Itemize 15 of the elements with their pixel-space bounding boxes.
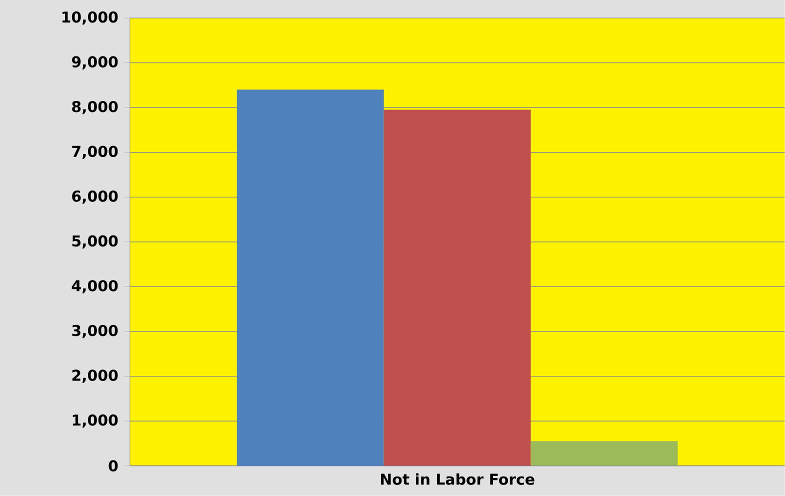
y-tick-label: 7,000 xyxy=(72,146,118,160)
y-tick-label: 10,000 xyxy=(62,11,118,25)
y-tick-label: 6,000 xyxy=(72,190,118,204)
y-tick-label: 5,000 xyxy=(72,235,118,249)
y-tick-label: 1,000 xyxy=(72,414,118,428)
y-tick-label: 0 xyxy=(108,460,118,472)
y-tick-label: 2,000 xyxy=(72,370,118,383)
y-tick-label: 4,000 xyxy=(72,280,118,294)
bar xyxy=(236,90,384,466)
y-tick-label: 9,000 xyxy=(72,56,118,70)
bar xyxy=(384,110,531,466)
x-tick-label: Not in Labor Force xyxy=(381,473,534,485)
bar xyxy=(530,441,678,466)
y-tick-label: 3,000 xyxy=(72,324,118,338)
y-tick-label: 8,000 xyxy=(72,101,118,114)
